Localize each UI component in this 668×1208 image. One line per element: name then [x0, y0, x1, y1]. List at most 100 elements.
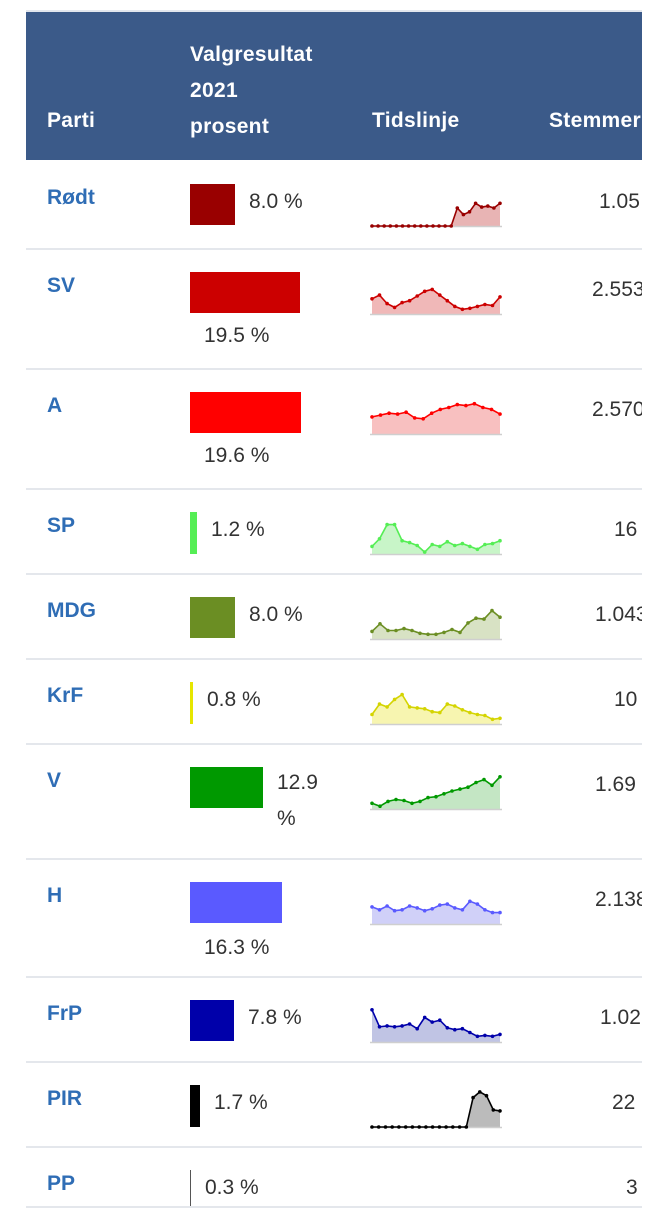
sparkline-point [377, 908, 382, 912]
sparkline-point [458, 630, 462, 635]
sparkline-point [430, 1125, 435, 1129]
result-bar [190, 272, 300, 313]
table-row: Rødt 8.0 % 1.05 [26, 160, 642, 250]
sparkline-point [445, 1026, 450, 1030]
sparkline-point [424, 1125, 428, 1129]
sparkline-point [376, 224, 380, 228]
timeline-sparkline[interactable] [370, 884, 502, 930]
timeline-sparkline[interactable] [370, 1002, 502, 1048]
sparkline-point [378, 413, 383, 417]
sparkline-area [372, 203, 500, 226]
table-row: FrP 7.8 % 1.02 [26, 976, 642, 1063]
sparkline-point [498, 412, 502, 416]
sparkline-point [464, 403, 468, 408]
party-link[interactable]: V [47, 769, 62, 792]
sparkline-area [372, 403, 500, 434]
header-result-line2: 2021 [190, 79, 238, 102]
sparkline-point [483, 1033, 487, 1038]
sparkline-point [400, 692, 404, 697]
sparkline-point [392, 305, 397, 310]
party-link[interactable]: SV [47, 274, 76, 297]
sparkline-point [426, 632, 430, 637]
result-bar [190, 682, 193, 724]
result-bar [190, 767, 263, 808]
sparkline-point [407, 540, 412, 545]
result-percent: 19.5 % [204, 324, 270, 347]
sparkline-point [468, 710, 472, 715]
sparkline-point [483, 542, 487, 547]
party-link[interactable]: FrP [47, 1002, 83, 1025]
sparkline-point [468, 1030, 472, 1035]
result-percent: 8.0 % [249, 190, 303, 213]
result-percent: 7.8 % [248, 1006, 302, 1029]
timeline-sparkline[interactable] [370, 599, 502, 645]
sparkline-point [498, 1109, 502, 1113]
sparkline-point [400, 300, 404, 305]
sparkline-point [455, 206, 460, 210]
party-link[interactable]: PP [47, 1172, 76, 1195]
sparkline-point [437, 1125, 442, 1129]
sparkline-point [481, 405, 485, 410]
sparkline-point [490, 910, 495, 915]
sparkline-point [406, 224, 411, 228]
sparkline-point [447, 405, 451, 410]
timeline-sparkline[interactable] [370, 684, 502, 730]
votes-count: 1.05 [599, 190, 640, 213]
sparkline-point [370, 415, 374, 419]
sparkline-point [451, 1125, 455, 1129]
timeline-sparkline[interactable] [370, 1087, 502, 1133]
party-link[interactable]: SP [47, 514, 76, 537]
sparkline-point [422, 1015, 427, 1020]
sparkline-point [468, 899, 472, 904]
sparkline-point [415, 294, 419, 298]
sparkline-point [397, 1125, 401, 1129]
sparkline-point [490, 541, 495, 546]
sparkline-point [498, 615, 502, 619]
sparkline-point [483, 302, 487, 307]
header-votes[interactable]: Stemmer [549, 109, 641, 132]
sparkline-point [404, 410, 408, 414]
sparkline-point [388, 224, 393, 228]
sparkline-point [422, 908, 427, 913]
party-link[interactable]: A [47, 394, 63, 417]
sparkline-point [415, 706, 419, 710]
sparkline-point [460, 1026, 465, 1031]
sparkline-point [490, 608, 494, 613]
votes-count: 3 [626, 1176, 638, 1199]
votes-count: 22 [612, 1091, 636, 1114]
party-link[interactable]: Rødt [47, 186, 95, 209]
sparkline-point [449, 224, 453, 228]
party-link[interactable]: PIR [47, 1087, 83, 1110]
sparkline-point [453, 906, 457, 910]
sparkline-point [400, 224, 405, 228]
sparkline-point [438, 903, 442, 907]
party-link[interactable]: KrF [47, 684, 84, 707]
sparkline-point [490, 717, 495, 722]
sparkline-point [386, 628, 390, 633]
header-result[interactable]: Valgresultat 2021 prosent [190, 37, 313, 145]
timeline-sparkline[interactable] [370, 274, 502, 320]
timeline-sparkline[interactable] [370, 769, 502, 815]
sparkline-point [376, 1125, 381, 1129]
timeline-sparkline[interactable] [370, 514, 502, 560]
header-timeline[interactable]: Tidslinje [372, 109, 460, 132]
table-header: Parti Valgresultat 2021 prosent Tidslinj… [26, 12, 642, 160]
sparkline-point [482, 777, 486, 782]
timeline-sparkline[interactable] [370, 394, 502, 440]
sparkline-point [498, 201, 502, 206]
sparkline-line [372, 202, 501, 227]
header-party[interactable]: Parti [47, 109, 96, 132]
party-link[interactable]: MDG [47, 599, 96, 622]
party-link[interactable]: H [47, 884, 63, 907]
sparkline-point [410, 1125, 415, 1129]
sparkline-point [478, 1090, 482, 1094]
sparkline-point [394, 797, 398, 802]
sparkline-point [385, 301, 389, 306]
sparkline-point [490, 303, 495, 308]
sparkline-point [377, 537, 382, 541]
sparkline-point [458, 787, 462, 791]
scroll-clip [642, 0, 668, 1200]
sparkline-point [445, 902, 450, 906]
sparkline-point [382, 224, 386, 228]
timeline-sparkline[interactable] [370, 186, 502, 232]
